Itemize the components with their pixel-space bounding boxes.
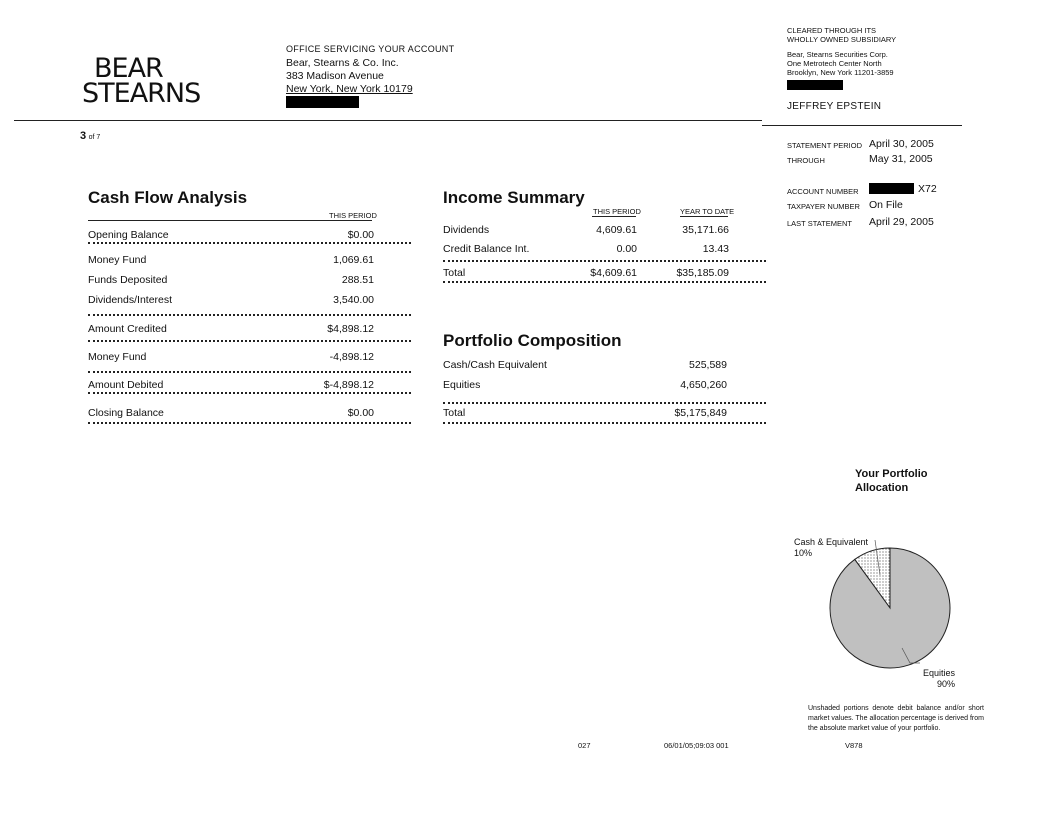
dotted-rule: [88, 340, 411, 342]
page-number: 3 of 7: [80, 130, 101, 142]
allocation-pie-chart: [829, 539, 951, 669]
dotted-rule: [88, 371, 411, 373]
pie-label-equities: Equities 90%: [923, 668, 956, 689]
dotted-rule: [88, 422, 411, 424]
row-this-period: $4,609.61: [590, 267, 637, 279]
cash-flow-row: Amount Debited $-4,898.12: [88, 379, 374, 391]
income-row: Total $4,609.61 $35,185.09: [443, 267, 729, 279]
portfolio-row: Total $5,175,849: [443, 407, 727, 419]
row-label: Closing Balance: [88, 407, 164, 419]
row-value: 525,589: [689, 359, 727, 371]
footer-code-2: V878: [845, 741, 863, 750]
dotted-rule: [88, 242, 411, 244]
row-label: Dividends/Interest: [88, 294, 173, 306]
client-name: JEFFREY EPSTEIN: [787, 101, 882, 112]
cash-flow-row: Money Fund -4,898.12: [88, 351, 374, 363]
allocation-note: Unshaded portions denote debit balance a…: [808, 705, 984, 732]
row-label: Funds Deposited: [88, 274, 168, 286]
footer-timestamp: 06/01/05;09:03 001: [664, 741, 729, 750]
row-label: Money Fund: [88, 351, 147, 363]
row-label: Equities: [443, 379, 481, 391]
row-label: Amount Credited: [88, 323, 167, 335]
dotted-rule: [88, 392, 411, 394]
row-value: $-4,898.12: [323, 379, 374, 391]
row-label: Credit Balance Int.: [443, 243, 530, 255]
income-row: Dividends 4,609.61 35,171.66: [443, 224, 729, 236]
row-label: Total: [443, 407, 466, 419]
row-value: -4,898.12: [329, 351, 374, 363]
row-label: Total: [443, 267, 466, 279]
cash-flow-row: Money Fund 1,069.61: [88, 254, 374, 266]
row-label: Opening Balance: [88, 229, 169, 241]
cash-flow-row: Funds Deposited 288.51: [88, 274, 374, 286]
row-value: $4,898.12: [327, 323, 374, 335]
row-value: 288.51: [341, 274, 374, 286]
pie-label-cash: Cash & Equivalent 10%: [794, 537, 869, 558]
bear-stearns-logo: BEAR STEARNS: [82, 53, 201, 109]
redacted-block: [787, 80, 843, 90]
row-label: Amount Debited: [88, 379, 164, 391]
cash-flow-row: Closing Balance $0.00: [88, 407, 374, 419]
row-label: Money Fund: [88, 254, 147, 266]
row-value: 4,650,260: [680, 379, 727, 391]
pie-slice-equities: [829, 547, 951, 669]
income-row: Credit Balance Int. 0.00 13.43: [443, 243, 729, 255]
row-this-period: 0.00: [616, 243, 637, 255]
portfolio-row: Cash/Cash Equivalent 525,589: [443, 359, 727, 371]
row-label: Dividends: [443, 224, 490, 236]
row-ytd: $35,185.09: [676, 267, 729, 279]
row-value: 3,540.00: [333, 294, 374, 306]
row-value: 1,069.61: [333, 254, 374, 266]
cash-flow-row: Dividends/Interest 3,540.00: [88, 294, 374, 306]
portfolio-row: Equities 4,650,260: [443, 379, 727, 391]
row-value: $0.00: [347, 407, 374, 419]
row-this-period: 4,609.61: [596, 224, 637, 236]
cash-flow-row: Amount Credited $4,898.12: [88, 323, 374, 335]
footer-code: 027: [578, 741, 591, 750]
office-address: OFFICE SERVICING YOUR ACCOUNT Bear, Stea…: [286, 44, 454, 113]
row-value: $5,175,849: [674, 407, 727, 419]
row-ytd: 35,171.66: [682, 224, 729, 236]
clearing-address: CLEARED THROUGH ITS WHOLLY OWNED SUBSIDI…: [787, 26, 897, 112]
redacted-account: [869, 183, 914, 194]
redacted-block: [286, 96, 359, 108]
row-value: $0.00: [347, 229, 374, 241]
row-ytd: 13.43: [702, 243, 729, 255]
dotted-rule: [88, 314, 411, 316]
cash-flow-row: Opening Balance $0.00: [88, 229, 374, 241]
row-label: Cash/Cash Equivalent: [443, 359, 547, 371]
